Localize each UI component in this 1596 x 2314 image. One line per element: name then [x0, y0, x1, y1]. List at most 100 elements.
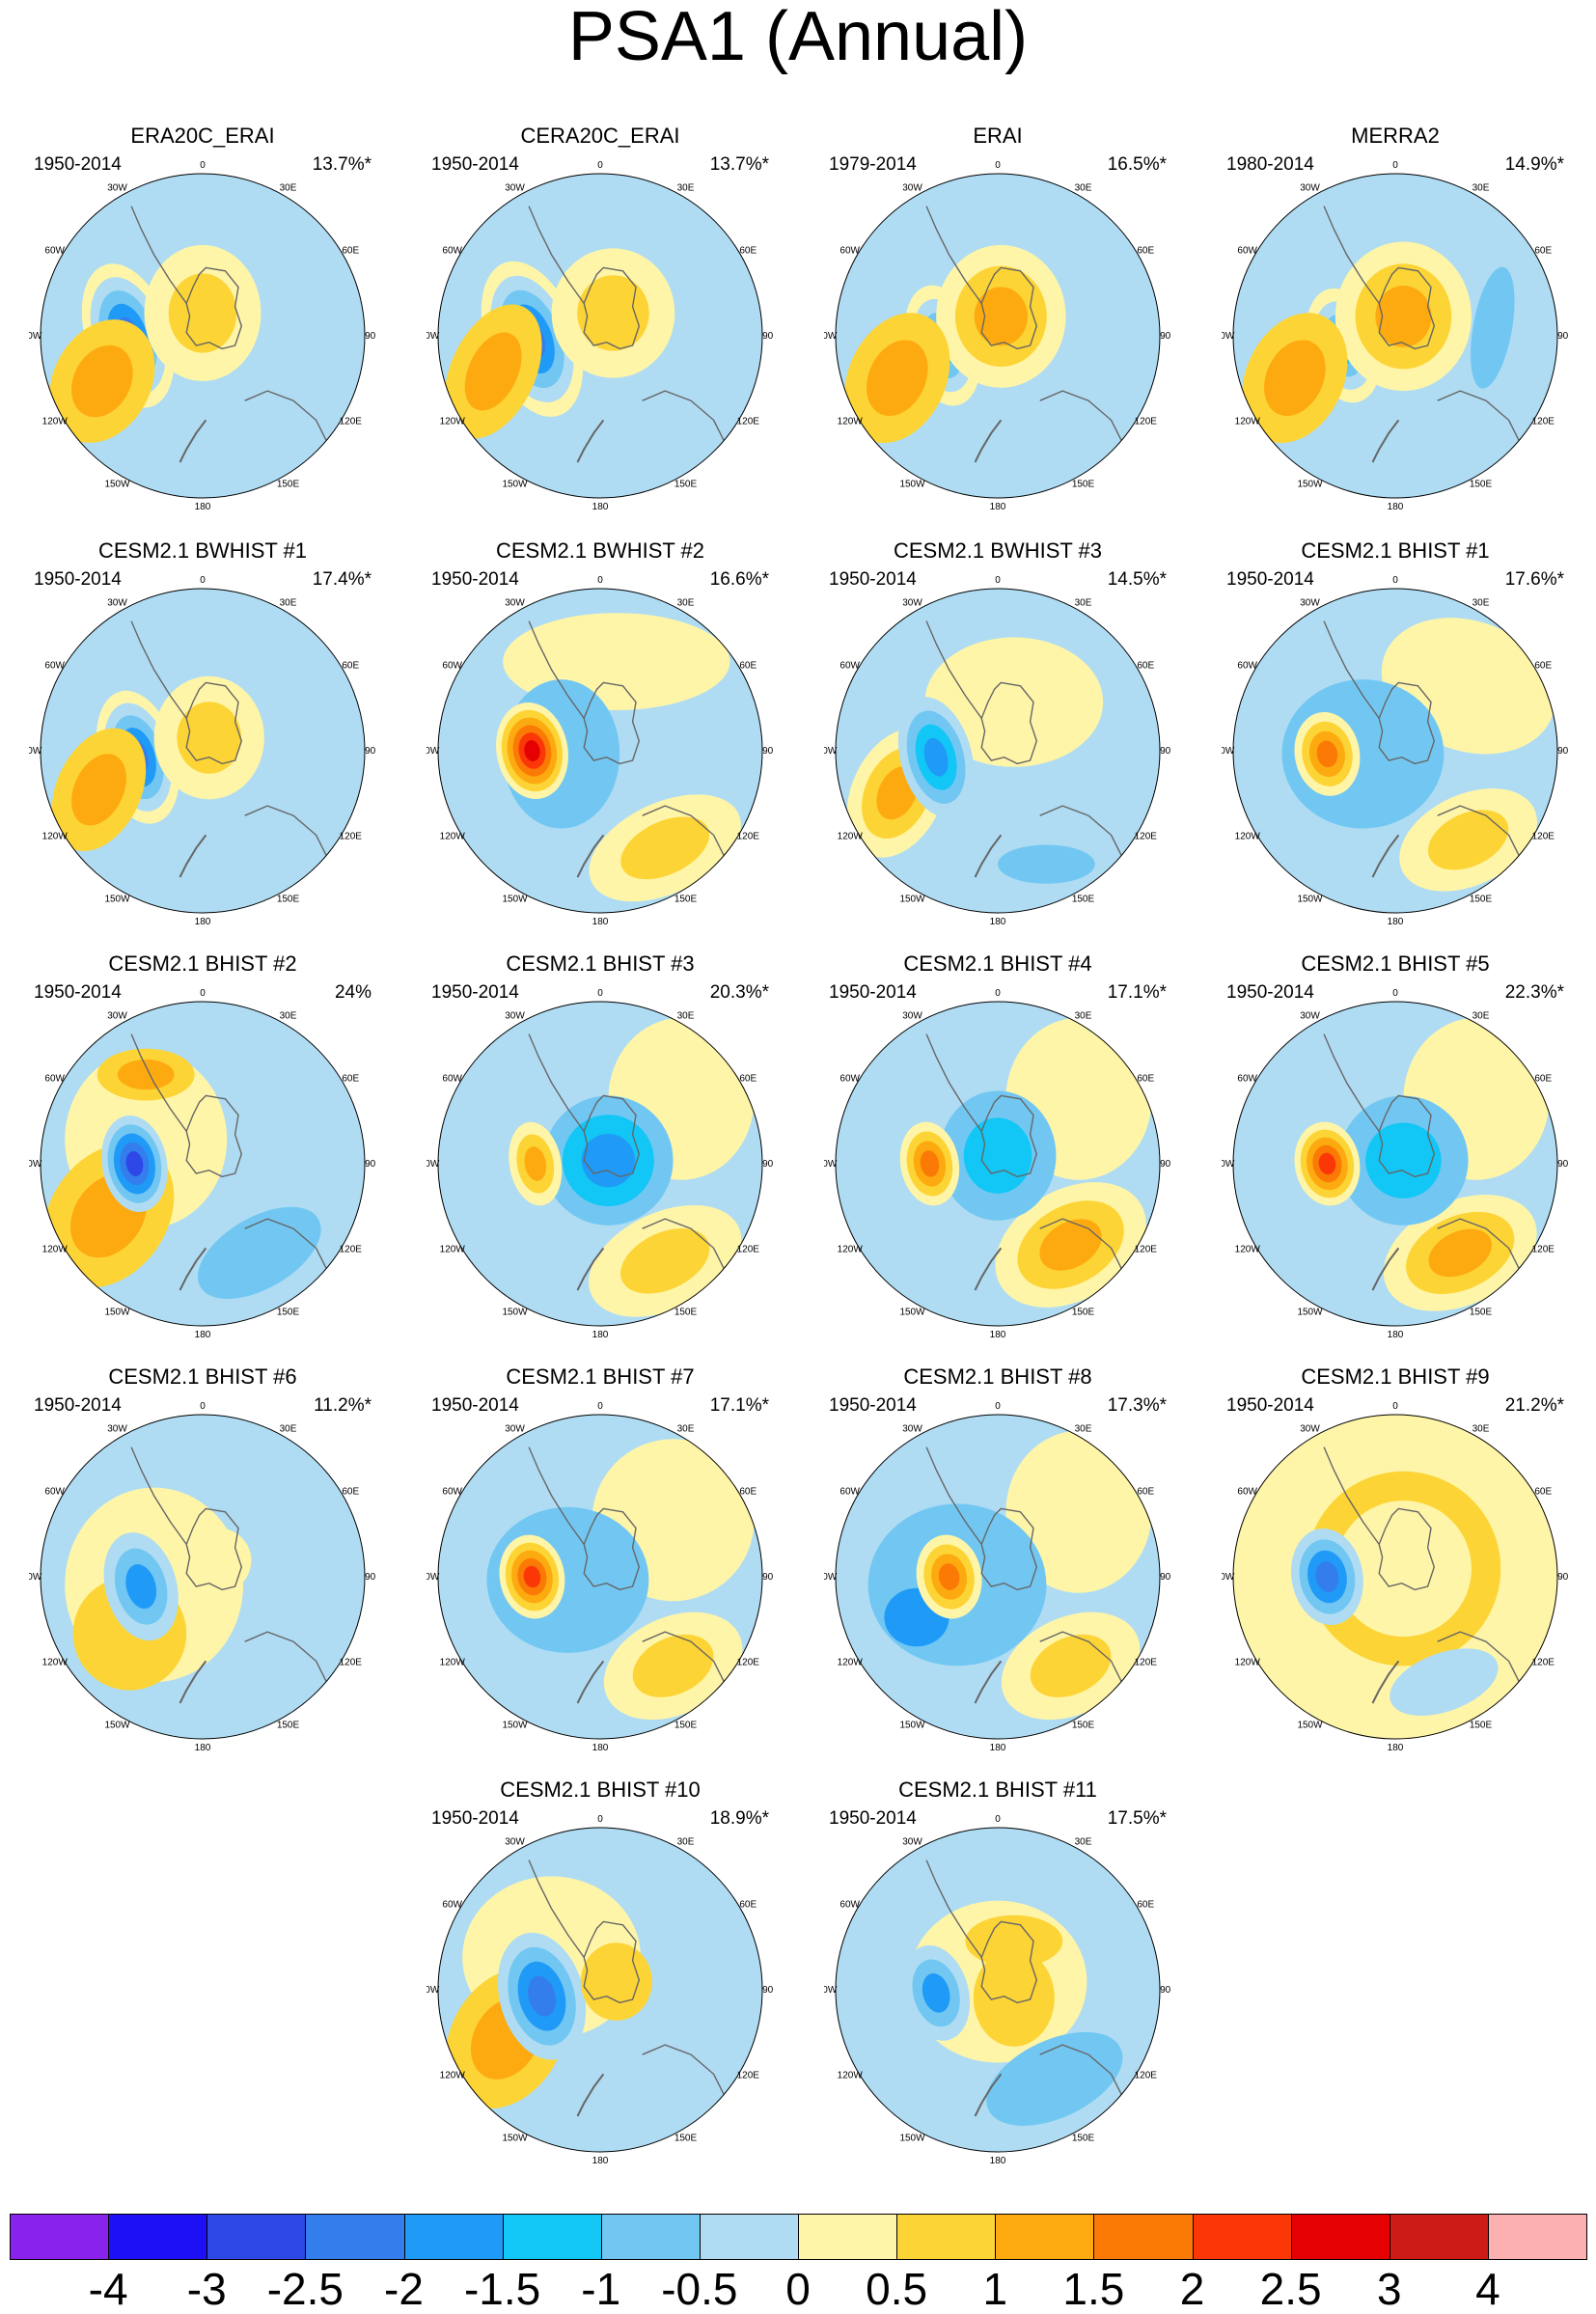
longitude-label: 60E [1137, 1074, 1154, 1085]
panel-variance: 14.5%* [1107, 569, 1167, 590]
contour-region [71, 754, 126, 826]
map-panel: CESM2.1 BWHIST #3 1950-2014 14.5%* 0 30E 6… [824, 538, 1171, 924]
longitude-label: 150E [277, 894, 300, 904]
panel-title: CESM2.1 BHIST #9 [1301, 1364, 1490, 1389]
polar-map: 0 30E 60E 90E 120E 150E 180 150W 120W 90W 60W 30W [427, 1401, 774, 1750]
antarctica-coastline [583, 681, 641, 765]
panel-title: CESM2.1 BHIST #3 [506, 951, 695, 976]
longitude-label: 30E [1472, 1011, 1490, 1022]
map-panel: CESM2.1 BHIST #2 1950-2014 24% 0 30E 60E 90… [29, 951, 376, 1337]
longitude-label: 90E [1160, 1985, 1171, 1996]
longitude-label: 90E [1160, 331, 1171, 342]
longitude-label: 180 [592, 2156, 609, 2163]
panel-period: 1950-2014 [431, 1395, 519, 1416]
longitude-label: 180 [195, 1743, 211, 1750]
longitude-label: 30W [505, 1424, 525, 1435]
longitude-label: 150W [1297, 894, 1323, 904]
longitude-label: 90W [29, 1159, 42, 1170]
contour-region [577, 275, 649, 351]
new-zealand-coastline [1371, 419, 1400, 463]
longitude-label: 150E [674, 2133, 698, 2143]
longitude-label: 30W [902, 1424, 922, 1435]
map-border [437, 1827, 763, 2153]
longitude-label: 60E [1534, 1487, 1552, 1498]
longitude-label: 90W [427, 746, 440, 757]
contour-region [923, 737, 949, 777]
longitude-label: 30W [505, 1837, 525, 1848]
south-america-coastline [528, 620, 585, 719]
australia-coastline [1039, 1218, 1125, 1275]
longitude-label: 120E [1135, 2071, 1158, 2081]
longitude-label: 30E [677, 1011, 695, 1022]
panel-title: CESM2.1 BHIST #5 [1301, 951, 1490, 976]
south-america-coastline [1323, 206, 1380, 304]
contour-region [963, 1117, 1032, 1194]
colorbar-cell [10, 2214, 110, 2260]
longitude-label: 120W [1235, 1658, 1261, 1668]
panel-variance: 17.1%* [1107, 982, 1167, 1003]
australia-coastline [1039, 1631, 1125, 1688]
longitude-label: 60W [442, 1900, 462, 1911]
longitude-label: 120W [1235, 1245, 1261, 1255]
australia-coastline [1039, 390, 1125, 447]
colorbar-tick-label: -0.5 [661, 2264, 738, 2314]
longitude-label: 180 [990, 502, 1006, 510]
longitude-label: 150E [674, 479, 698, 489]
longitude-label: 150E [1072, 1720, 1095, 1730]
map-panel: ERAI 1979-2014 16.5%* 0 30E 60E 90E 120E 150E… [824, 124, 1171, 510]
australia-coastline [642, 1631, 728, 1688]
longitude-label: 90W [1222, 1572, 1235, 1583]
panel-title: CERA20C_ERAI [520, 124, 680, 148]
longitude-label: 60E [739, 661, 757, 672]
antarctica-coastline [1378, 1094, 1436, 1178]
contour-region [168, 273, 237, 353]
contour-region [1316, 740, 1338, 768]
map-panel: CESM2.1 BHIST #9 1950-2014 21.2%* 0 30E 60… [1222, 1364, 1569, 1750]
panel-title: CESM2.1 BHIST #11 [898, 1777, 1097, 1802]
colorbar-cell [502, 2214, 602, 2260]
longitude-label: 90E [365, 1159, 376, 1170]
panel-period: 1979-2014 [829, 154, 917, 175]
longitude-label: 0 [995, 1814, 1001, 1825]
map-panel: CESM2.1 BHIST #1 1950-2014 17.6%* 0 30E 60… [1222, 538, 1569, 924]
panel-period: 1950-2014 [34, 982, 122, 1003]
longitude-label: 120E [737, 417, 760, 427]
longitude-label: 60W [442, 1074, 462, 1085]
panel-period: 1950-2014 [431, 569, 519, 590]
contour-region [974, 287, 1029, 346]
new-zealand-coastline [576, 419, 605, 463]
panel-period: 1950-2014 [34, 154, 122, 175]
map-panel: CESM2.1 BHIST #5 1950-2014 22.3%* 0 30E 60… [1222, 951, 1569, 1337]
longitude-label: 90E [365, 331, 376, 342]
longitude-label: 30E [1075, 598, 1092, 609]
longitude-label: 30W [107, 1424, 127, 1435]
longitude-label: 0 [995, 988, 1001, 999]
panel-title: CESM2.1 BHIST #2 [108, 951, 297, 976]
longitude-label: 30W [1300, 1011, 1320, 1022]
longitude-label: 180 [195, 1330, 211, 1337]
longitude-label: 180 [1388, 1330, 1404, 1337]
longitude-label: 60E [1534, 246, 1552, 257]
longitude-label: 180 [1388, 502, 1404, 510]
panel-period: 1950-2014 [829, 982, 917, 1003]
panel-title: ERA20C_ERAI [130, 124, 275, 148]
south-america-coastline [1323, 1446, 1380, 1545]
polar-map: 0 30E 60E 90E 120E 150E 180 150W 120W 90W 60W 30W [1222, 160, 1569, 510]
longitude-label: 90W [29, 1572, 42, 1583]
longitude-label: 150W [104, 1307, 130, 1317]
contour-region [924, 637, 1104, 767]
longitude-label: 180 [195, 502, 211, 510]
longitude-label: 180 [990, 2156, 1006, 2163]
longitude-label: 150E [1072, 2133, 1095, 2143]
longitude-label: 0 [200, 988, 206, 999]
contour-region [938, 1563, 960, 1590]
longitude-label: 120W [838, 2071, 864, 2081]
longitude-label: 60W [44, 661, 65, 672]
antarctica-coastline [185, 1507, 243, 1591]
colorbar-tick-label: 2.5 [1259, 2264, 1322, 2314]
longitude-label: 180 [990, 917, 1006, 924]
map-border [40, 1414, 366, 1740]
longitude-label: 30E [1075, 1011, 1092, 1022]
contour-region [1318, 1152, 1336, 1175]
longitude-label: 0 [200, 1401, 206, 1412]
